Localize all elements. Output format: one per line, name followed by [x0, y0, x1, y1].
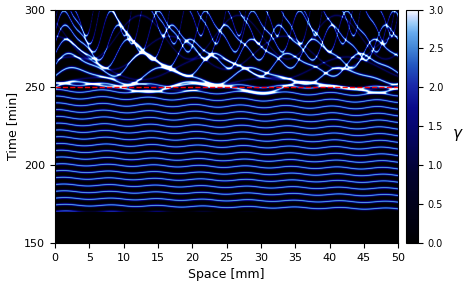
- Y-axis label: γ: γ: [453, 126, 462, 141]
- X-axis label: Space [mm]: Space [mm]: [188, 268, 265, 282]
- Y-axis label: Time [min]: Time [min]: [6, 92, 18, 160]
